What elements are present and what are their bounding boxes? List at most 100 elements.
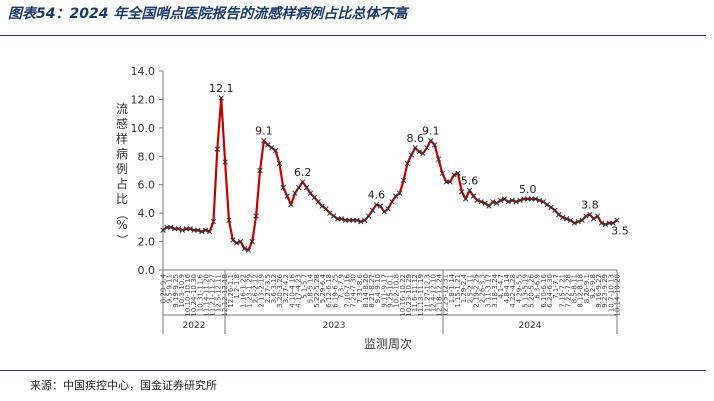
year-label: 2022 (183, 321, 206, 331)
data-point (268, 145, 275, 151)
data-point (369, 207, 376, 213)
x-tick-label: 12.18-12.24 (436, 273, 444, 316)
y-axis-title-char: 例 (116, 162, 128, 176)
data-label: 3.8 (581, 199, 599, 212)
data-point (602, 221, 609, 228)
data-point (303, 184, 310, 191)
x-tick-label: 5.8-5.14 (307, 273, 315, 303)
data-point (253, 213, 259, 219)
x-tick-label: 11.27-12.3 (423, 274, 431, 312)
x-tick-label: 6.3-6.9 (534, 274, 542, 299)
x-tick-label: 6.12-6.18 (325, 274, 333, 308)
influenza-like-illness-chart: 0.0 2.0 4.0 6.0 8.0 10.0 12.0 14.0 8.29-9.49.5-… (115, 65, 629, 351)
data-point (397, 190, 403, 196)
data-point (598, 220, 605, 226)
y-axis-title-char: 流 (116, 102, 128, 116)
data-point (571, 220, 577, 226)
x-tick-label: 4.8-4.14 (503, 273, 511, 303)
data-point (439, 170, 446, 176)
y-tick-label: 10.0 (131, 122, 156, 135)
data-point (168, 224, 174, 231)
data-point (249, 238, 255, 245)
data-point (575, 219, 581, 225)
data-point (583, 213, 589, 219)
data-label: 8.6 (406, 132, 424, 145)
x-tick-label: 7.10-7.16 (344, 273, 352, 307)
y-axis: 0.0 2.0 4.0 6.0 8.0 10.0 12.0 14.0 (131, 65, 164, 277)
title-rule (0, 35, 706, 36)
data-point (509, 197, 515, 204)
data-point (319, 203, 325, 209)
data-point (540, 199, 546, 205)
x-tick-label: 11.21-11.27 (209, 274, 217, 317)
data-point (280, 184, 286, 191)
data-point (431, 142, 438, 148)
x-tick-label: 4.10-4.16 (288, 273, 296, 307)
y-tick-label: 8.0 (138, 150, 156, 163)
data-point (338, 216, 345, 222)
data-point (389, 199, 395, 205)
data-point (594, 213, 601, 219)
data-point (300, 179, 306, 185)
x-tick-label: 9.23-9.29 (601, 274, 609, 308)
data-point (175, 226, 182, 232)
data-point (424, 145, 430, 151)
x-tick-label: 4.1-4.7 (497, 274, 505, 299)
x-tick-label: 10.31-11.6 (196, 273, 204, 312)
x-tick-label: 10.24-10.30 (190, 274, 198, 317)
data-point (199, 228, 205, 235)
data-point (528, 196, 535, 202)
y-axis-title-char: 比 (116, 192, 128, 206)
data-point (536, 197, 543, 204)
x-tick-label: 2.27-3.5 (264, 274, 272, 303)
y-axis-title-char: 样 (116, 131, 128, 146)
x-tick-label: 10.10-10.16 (184, 273, 192, 316)
series-line (162, 96, 618, 252)
x-tick-label: 7.1-7.7 (552, 274, 560, 299)
data-point (218, 95, 224, 101)
x-tick-label: 10.16-10.22 (399, 274, 407, 317)
data-labels: 12.19.16.24.68.69.15.65.03.83.5 (209, 82, 629, 237)
data-point (334, 216, 341, 222)
data-point (160, 227, 166, 233)
x-axis-title: 监测周次 (364, 337, 412, 351)
data-point (404, 160, 411, 167)
data-point (513, 199, 519, 205)
data-point (420, 150, 426, 157)
x-tick-label: 11.6-11.12 (411, 274, 419, 312)
y-tick-label: 2.0 (138, 236, 156, 249)
data-point (606, 220, 612, 226)
data-point (525, 196, 531, 202)
data-point (412, 145, 418, 151)
data-point (563, 216, 570, 222)
data-point (311, 194, 317, 201)
data-point (284, 193, 290, 199)
data-point (614, 217, 620, 223)
data-point (327, 210, 333, 216)
y-tick-label: 0.0 (138, 264, 156, 277)
data-point (478, 199, 484, 205)
x-tick-label: 6.24-6.30 (546, 274, 554, 308)
data-point (342, 217, 349, 223)
x-tick-label: 10.7-10.13 (607, 274, 615, 312)
data-point (241, 246, 248, 252)
data-point (447, 179, 453, 185)
data-point (443, 179, 449, 185)
x-tick-label: 9.16-9.22 (595, 274, 603, 308)
x-tick-label: 2.19-2.25 (472, 274, 480, 308)
data-point (164, 224, 170, 231)
data-label: 5.0 (519, 183, 537, 196)
data-point (532, 196, 539, 202)
y-tick-label: 14.0 (131, 65, 156, 78)
data-point (552, 207, 558, 213)
data-point (501, 196, 508, 202)
y-axis-title-char: 病 (116, 146, 128, 161)
data-label: 9.1 (255, 125, 273, 138)
x-tick-label: 2.6-2.12 (252, 274, 260, 303)
data-point (346, 217, 352, 223)
x-tick-label: 3.18-3.24 (491, 273, 499, 307)
data-point (237, 238, 244, 245)
data-point (292, 190, 298, 196)
y-tick-label: 6.0 (138, 179, 156, 192)
x-tick-label: 11.13-11.19 (417, 274, 425, 317)
